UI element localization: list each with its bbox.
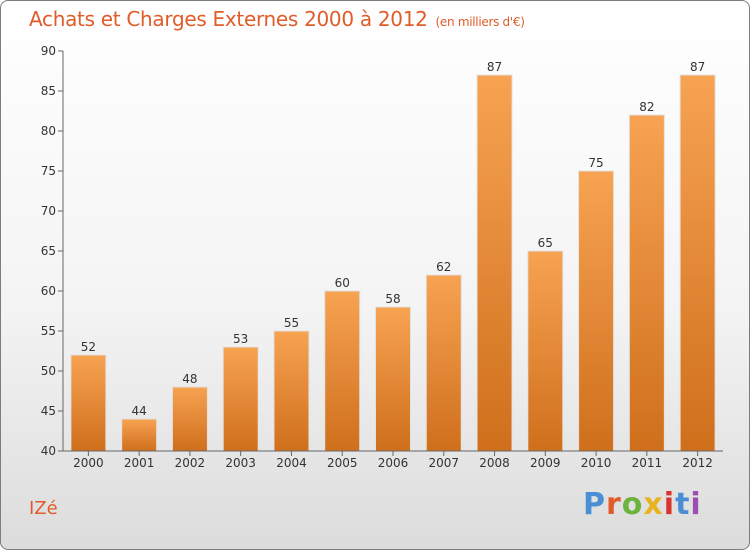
bar-2001 [121,418,158,452]
y-tick-label: 85 [41,84,56,98]
y-tick-label: 70 [41,204,56,218]
data-label-2010: 75 [588,156,603,170]
bar-2007 [425,274,462,452]
logo-letter: i [663,487,676,522]
y-tick-label: 50 [41,364,56,378]
x-tick-label-2008: 2008 [479,456,510,470]
chart-unit: (en milliers d'€) [435,15,525,29]
logo-letter: t [675,487,691,522]
bar-2009 [527,250,564,452]
logo-letter: x [643,487,664,522]
data-label-2011: 82 [639,100,654,114]
data-label-2008: 87 [487,60,502,74]
y-tick-label: 40 [41,444,56,458]
y-tick-label: 65 [41,244,56,258]
x-tick-label-2007: 2007 [428,456,459,470]
logo-letter: P [583,487,606,522]
logo-letter: i [690,487,702,522]
bar-2011 [628,114,665,452]
logo-letter: o [621,487,644,522]
x-axis: 2000 2001 2002 2003 2004 2005 2006 2007 2008 2009… [63,450,723,470]
data-label-2004: 55 [284,316,299,330]
bar-2000 [70,354,107,452]
y-tick-label: 80 [41,124,56,138]
chart-title-text: Achats et Charges Externes 2000 à 2012 [29,7,428,31]
data-label-2007: 62 [436,260,451,274]
x-tick-label-2003: 2003 [225,456,256,470]
data-label-2009: 65 [538,236,553,250]
x-tick-label-2004: 2004 [276,456,307,470]
x-tick-label-2001: 2001 [124,456,155,470]
x-tick-label-2012: 2012 [682,456,713,470]
data-label-2006: 58 [385,292,400,306]
x-tick-label-2006: 2006 [378,456,409,470]
data-label-2012: 87 [690,60,705,74]
x-tick-label-2000: 2000 [73,456,104,470]
data-label-2003: 53 [233,332,248,346]
chart-title: Achats et Charges Externes 2000 à 2012 (e… [29,7,525,31]
x-tick-label-2009: 2009 [530,456,561,470]
bar-2005 [324,290,361,452]
data-label-2005: 60 [335,276,350,290]
bar-2010 [578,170,615,452]
y-axis: 40 45 50 55 60 65 70 75 80 85 90 [41,44,64,458]
bar-2003 [222,346,259,452]
bar-2008 [476,74,513,452]
bar-2012 [679,74,716,452]
x-tick-label-2002: 2002 [175,456,206,470]
y-tick-label: 75 [41,164,56,178]
bar-2004 [273,330,310,452]
data-label-2001: 44 [132,404,147,418]
bar-2002 [171,386,208,452]
logo-letter: r [606,487,622,522]
y-tick-label: 45 [41,404,56,418]
data-label-2002: 48 [182,372,197,386]
y-tick-label: 60 [41,284,56,298]
y-tick-label: 55 [41,324,56,338]
bar-2006 [375,306,411,452]
x-tick-label-2010: 2010 [581,456,612,470]
x-tick-label-2011: 2011 [632,456,663,470]
proxiti-logo[interactable]: Proxiti [583,487,702,522]
x-tick-label-2005: 2005 [327,456,358,470]
data-labels: 52 44 48 53 55 60 58 62 87 65 75 82 87 [81,60,706,418]
bars [70,74,716,452]
commune-name: IZé [29,498,58,519]
y-tick-label: 90 [41,44,56,58]
data-label-2000: 52 [81,340,96,354]
